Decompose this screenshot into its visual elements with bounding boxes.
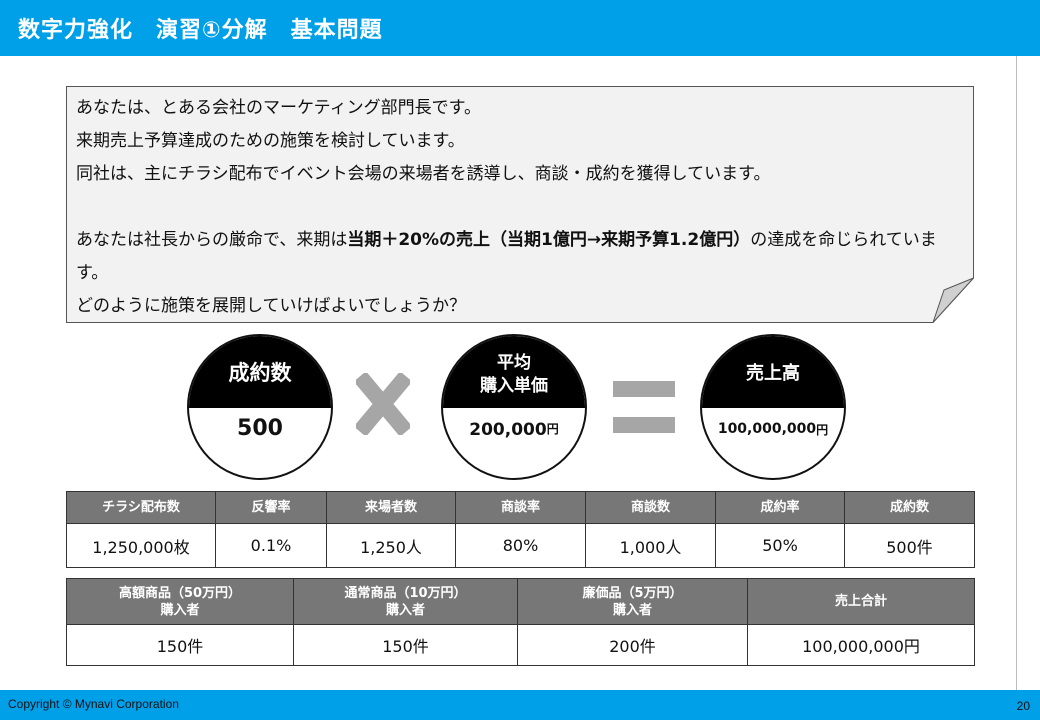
- value-total-sales: 100,000,000円: [747, 624, 975, 666]
- funnel-value-row: 1,250,000枚 0.1% 1,250人 80% 1,000人 50% 50…: [66, 523, 975, 568]
- sales-circle: 売上高 100,000,000 円: [700, 334, 846, 480]
- note-line-4-end: の達成を命じられています。: [76, 230, 937, 283]
- product-value-row: 150件 150件 200件 100,000,000円: [66, 624, 975, 666]
- note-line-3: 同社は、主にチラシ配布でイベント会場の来場者を誘導し、商談・成約を獲得しています…: [76, 164, 771, 184]
- avg-price-label-line1: 平均: [497, 353, 531, 373]
- avg-price-number: 200,000: [469, 420, 547, 440]
- header-budget-line2: 購入者: [612, 602, 652, 618]
- header-premium-line1: 高額商品（50万円）: [118, 585, 242, 601]
- header-flyers: チラシ配布数: [66, 491, 216, 524]
- value-close-rate: 50%: [715, 523, 845, 568]
- header-visitors: 来場者数: [326, 491, 456, 524]
- sales-label: 売上高: [702, 336, 844, 408]
- avg-price-unit: 円: [546, 422, 559, 436]
- note-text: あなたは、とある会社のマーケティング部門長です。 来期売上予算達成のための施策を…: [76, 92, 964, 323]
- value-flyers: 1,250,000枚: [66, 523, 216, 568]
- page-title: 数字力強化 演習①分解 基本問題: [18, 18, 383, 43]
- header-meetings: 商談数: [585, 491, 716, 524]
- footer-bar: Copyright © Mynavi Corporation 20: [0, 690, 1040, 720]
- avg-price-label: 平均 購入単価: [443, 336, 585, 408]
- product-table: 高額商品（50万円） 購入者 通常商品（10万円） 購入者 廉価品（5万円） 購入者 …: [66, 578, 975, 666]
- avg-price-circle: 平均購入単価 200,000 円: [441, 334, 587, 480]
- value-budget-buyers: 200件: [517, 624, 748, 666]
- note-line-4-emphasis: 当期＋20%の売上（当期1億円→来期予算1.2億円）: [347, 230, 751, 250]
- value-response-rate: 0.1%: [215, 523, 327, 568]
- header-meeting-rate: 商談率: [455, 491, 586, 524]
- value-visitors: 1,250人: [326, 523, 456, 568]
- contracts-circle: 成約数 500: [187, 334, 333, 480]
- note-line-4-start: あなたは社長からの厳命で、来期は: [76, 230, 348, 250]
- header-budget-buyers: 廉価品（5万円） 購入者: [517, 578, 748, 625]
- header-budget-line1: 廉価品（5万円）: [582, 585, 683, 601]
- right-divider: [1016, 56, 1017, 690]
- header-standard-buyers: 通常商品（10万円） 購入者: [293, 578, 518, 625]
- header-close-rate: 成約率: [715, 491, 845, 524]
- note-line-1: あなたは、とある会社のマーケティング部門長です。: [76, 98, 481, 118]
- header-premium-buyers: 高額商品（50万円） 購入者: [66, 578, 294, 625]
- value-standard-buyers: 150件: [293, 624, 518, 666]
- problem-note: あなたは、とある会社のマーケティング部門長です。 来期売上予算達成のための施策を…: [66, 86, 974, 323]
- product-header-row: 高額商品（50万円） 購入者 通常商品（10万円） 購入者 廉価品（5万円） 購入者 …: [66, 578, 975, 625]
- note-line-4: あなたは社長からの厳命で、来期は当期＋20%の売上（当期1億円→来期予算1.2億…: [76, 224, 964, 290]
- page-number: 20: [1016, 699, 1030, 713]
- value-contracts: 500件: [844, 523, 975, 568]
- funnel-table: チラシ配布数 反響率 来場者数 商談率 商談数 成約率 成約数 1,250,00…: [66, 491, 975, 568]
- funnel-header-row: チラシ配布数 反響率 来場者数 商談率 商談数 成約率 成約数: [66, 491, 975, 524]
- header-premium-line2: 購入者: [160, 602, 200, 618]
- avg-price-value: 200,000 円: [443, 408, 585, 478]
- avg-price-label-line2: 購入単価: [480, 376, 548, 396]
- note-frame-shape: [66, 86, 974, 323]
- contracts-label: 成約数: [189, 336, 331, 408]
- title-bar: 数字力強化 演習①分解 基本問題: [0, 0, 1040, 56]
- header-response-rate: 反響率: [215, 491, 327, 524]
- header-standard-line2: 購入者: [385, 602, 425, 618]
- value-meeting-rate: 80%: [455, 523, 586, 568]
- header-contracts: 成約数: [844, 491, 975, 524]
- equals-icon: [613, 381, 675, 433]
- value-premium-buyers: 150件: [66, 624, 294, 666]
- note-line-5: どのように施策を展開していけばよいでしょうか？: [76, 296, 466, 316]
- header-total-sales: 売上合計: [747, 578, 975, 625]
- note-line-2: 来期売上予算達成のための施策を検討しています。: [76, 131, 465, 151]
- contracts-value: 500: [237, 416, 283, 441]
- value-meetings: 1,000人: [585, 523, 716, 568]
- sales-number: 100,000,000: [717, 421, 817, 437]
- copyright-text: Copyright © Mynavi Corporation: [8, 697, 179, 711]
- sales-unit: 円: [816, 423, 829, 437]
- multiply-icon: [356, 373, 410, 435]
- header-standard-line1: 通常商品（10万円）: [344, 585, 467, 601]
- sales-value: 100,000,000 円: [702, 408, 844, 478]
